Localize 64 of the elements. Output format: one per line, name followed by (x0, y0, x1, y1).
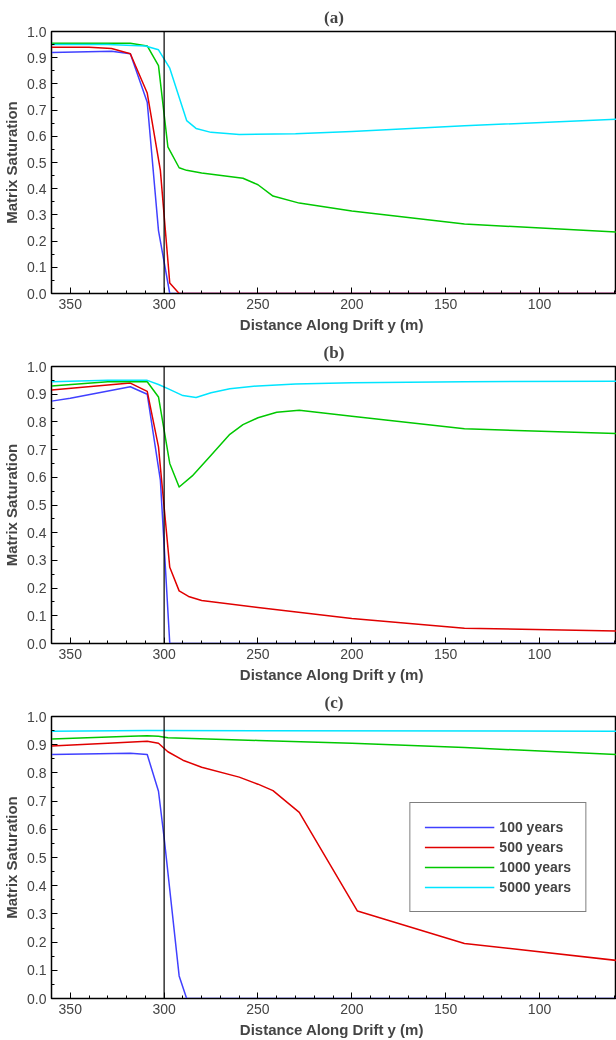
y-tick-label: 0.9 (27, 49, 47, 66)
x-tick-label: 200 (340, 645, 364, 662)
y-tick-label: 0.1 (27, 259, 47, 276)
y-tick-label: 0.3 (27, 552, 47, 569)
x-tick-label: 250 (246, 1000, 270, 1017)
y-tick-label: 0.0 (27, 990, 47, 1007)
y-axis-title: Matrix Saturation (3, 796, 21, 919)
y-tick-label: 0.0 (27, 635, 47, 652)
y-tick-label: 1.0 (27, 23, 47, 40)
y-tick-label: 0.0 (27, 285, 47, 302)
y-tick-label: 0.6 (27, 821, 47, 838)
x-tick-label: 300 (152, 1000, 177, 1017)
x-axis-title: Distance Along Drift y (m) (239, 315, 424, 333)
x-tick-label: 150 (434, 645, 458, 662)
y-tick-label: 0.4 (27, 524, 47, 541)
y-tick-label: 0.7 (27, 102, 47, 119)
x-tick-label: 350 (58, 645, 83, 662)
y-tick-label: 0.3 (27, 905, 47, 922)
y-tick-label: 0.6 (27, 128, 47, 145)
x-tick-label: 200 (340, 1000, 364, 1017)
x-tick-label: 100 (527, 295, 552, 312)
y-tick-label: 0.3 (27, 206, 47, 223)
chart-title: (a) (324, 7, 344, 27)
x-tick-label: 150 (434, 295, 458, 312)
y-tick-label: 0.2 (27, 580, 47, 597)
y-tick-label: 0.2 (27, 233, 47, 250)
y-tick-label: 0.5 (27, 497, 47, 513)
x-tick-label: 300 (152, 295, 177, 312)
x-tick-label: 150 (434, 1000, 458, 1017)
x-tick-label: 250 (246, 295, 270, 312)
x-axis-title: Distance Along Drift y (m) (239, 665, 424, 683)
x-tick-label: 350 (58, 1000, 83, 1017)
legend-label: 100 years (499, 819, 564, 835)
y-tick-label: 1.0 (27, 358, 47, 375)
y-tick-label: 0.4 (27, 180, 47, 197)
legend-label: 500 years (499, 839, 564, 855)
y-tick-label: 0.5 (27, 154, 47, 171)
y-tick-label: 0.5 (27, 849, 47, 866)
y-tick-label: 0.1 (27, 607, 47, 624)
y-tick-label: 0.4 (27, 877, 47, 894)
y-tick-label: 0.9 (27, 386, 47, 403)
x-tick-label: 350 (58, 295, 83, 312)
y-tick-label: 1.0 (27, 708, 47, 725)
y-tick-label: 0.7 (27, 441, 47, 458)
y-tick-label: 0.1 (27, 962, 47, 979)
chart-title: (b) (323, 342, 345, 362)
x-tick-label: 100 (527, 1000, 552, 1017)
y-axis-title: Matrix Saturation (3, 101, 21, 224)
y-tick-label: 0.8 (27, 764, 47, 781)
y-tick-label: 0.6 (27, 469, 47, 486)
x-tick-label: 200 (340, 295, 364, 312)
chart-title: (c) (324, 692, 344, 712)
y-tick-label: 0.8 (27, 75, 47, 92)
x-tick-label: 250 (246, 645, 270, 662)
x-tick-label: 100 (527, 645, 552, 662)
y-axis-title: Matrix Saturation (3, 443, 21, 567)
legend-label: 1000 years (499, 859, 571, 875)
y-tick-label: 0.9 (27, 736, 47, 753)
x-tick-label: 300 (152, 645, 177, 662)
y-tick-label: 0.7 (27, 793, 47, 810)
legend-label: 5000 years (499, 879, 571, 895)
y-tick-label: 0.2 (27, 934, 47, 951)
y-tick-label: 0.8 (27, 413, 47, 430)
x-axis-title: Distance Along Drift y (m) (239, 1020, 424, 1038)
